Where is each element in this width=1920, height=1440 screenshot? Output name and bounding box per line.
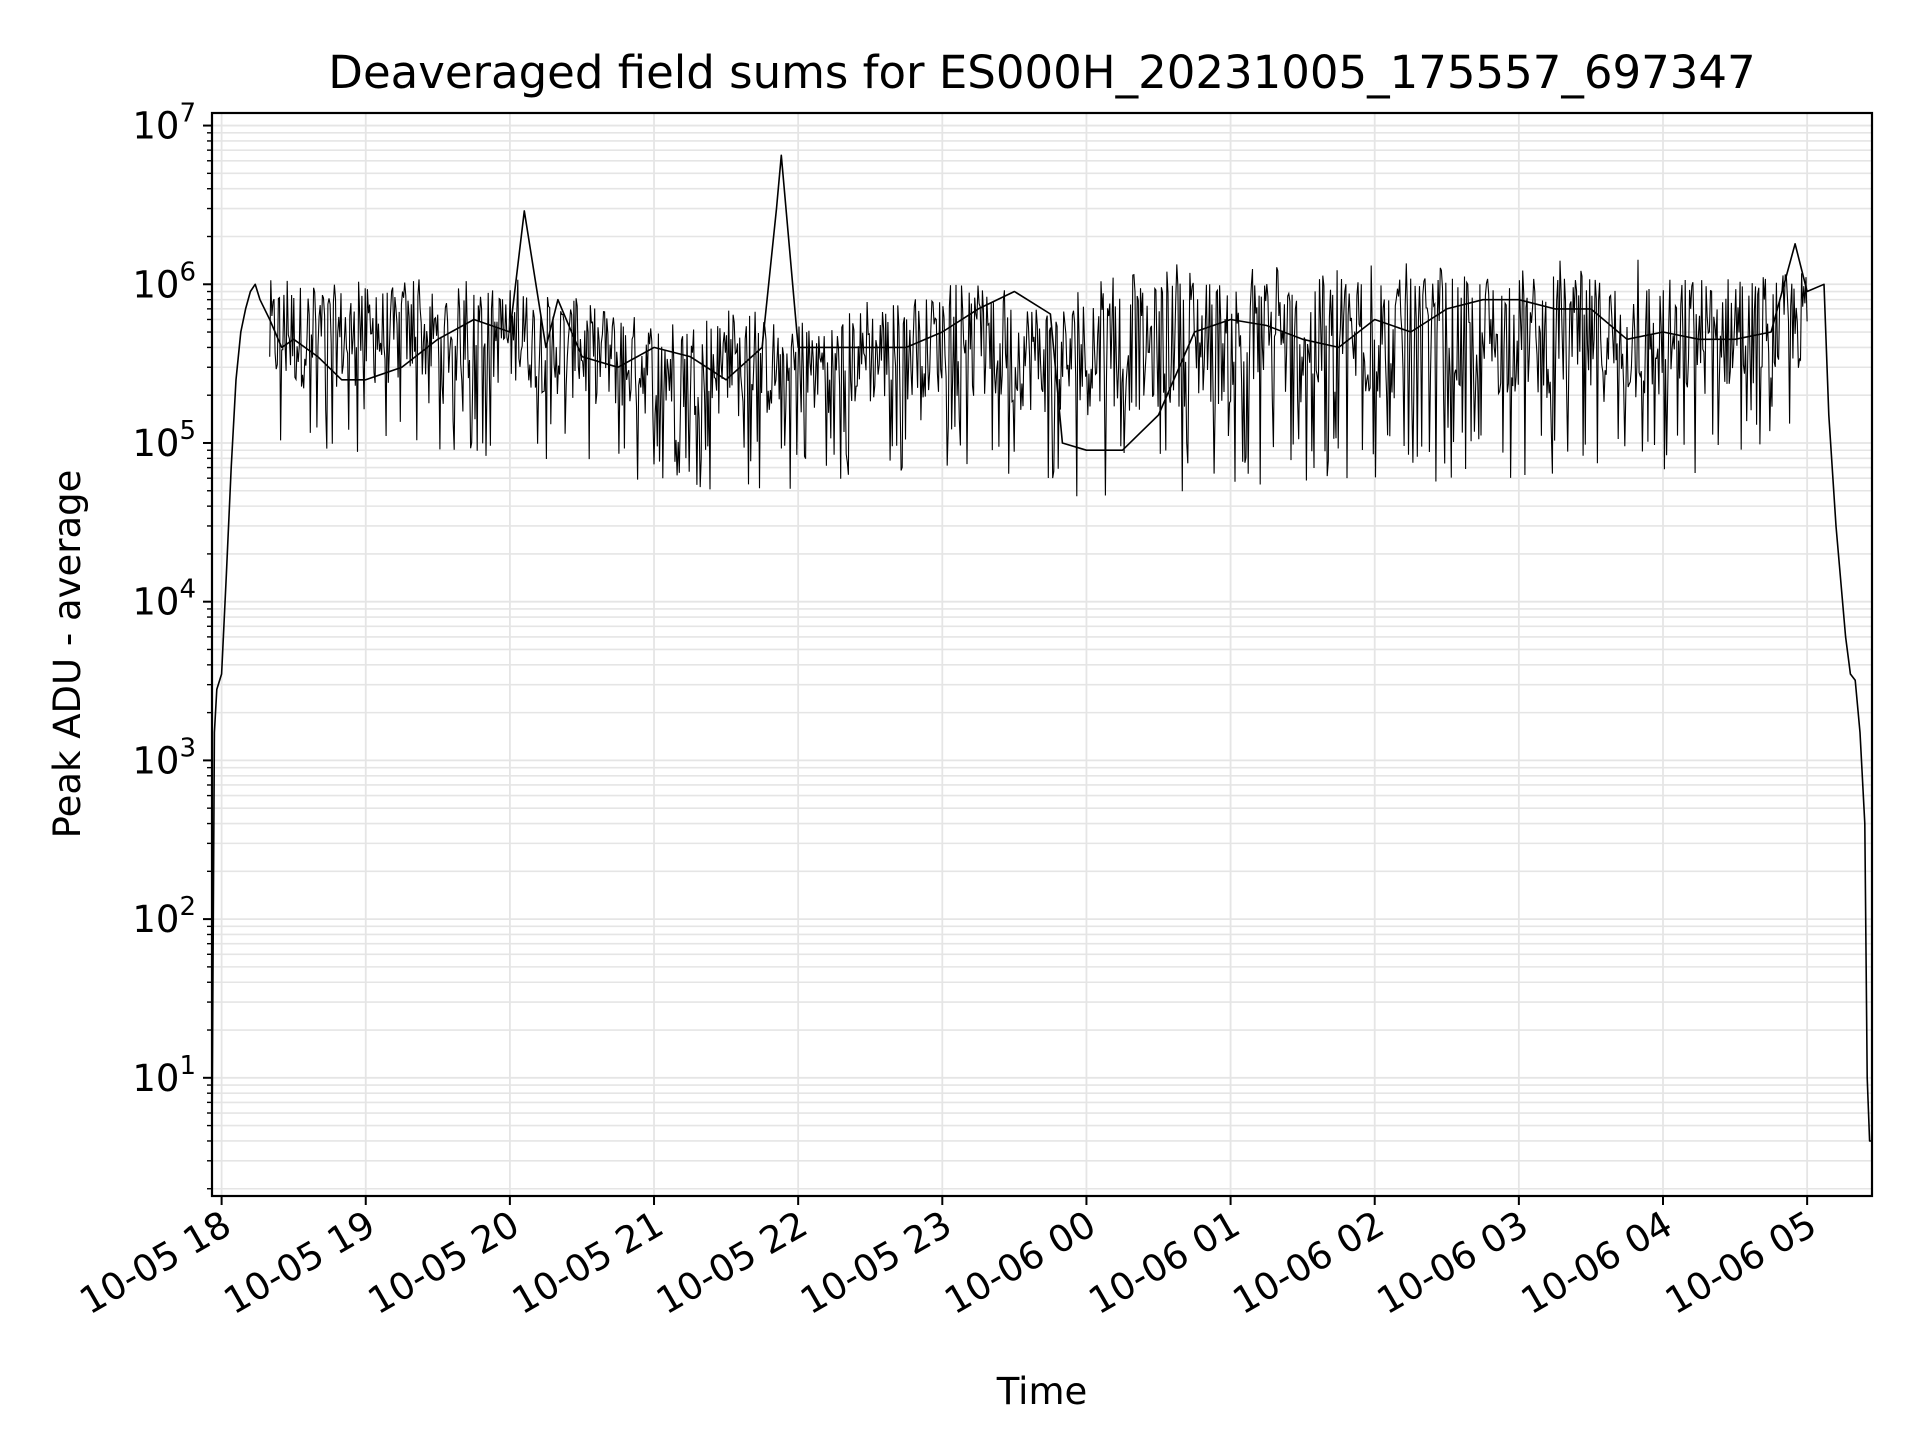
minor-gridlines [212, 132, 1872, 1190]
y-tick-label: 107 [132, 99, 196, 148]
plot-frame [210, 111, 1874, 1198]
y-axis-label: Peak ADU - average [46, 470, 89, 839]
y-tick-label: 105 [132, 416, 196, 465]
y-tick-label: 101 [132, 1051, 196, 1100]
y-tick-label: 103 [132, 733, 196, 782]
series-line [211, 154, 1872, 1142]
y-tick-label: 104 [132, 575, 196, 624]
series-layer [211, 154, 1872, 1142]
chart-title: Deaveraged field sums for ES000H_2023100… [328, 46, 1755, 99]
series-noise-trace [269, 259, 1808, 497]
y-tick-label: 106 [132, 257, 196, 306]
y-tick-label: 102 [132, 892, 196, 941]
y-axis-ticks: 101 102 103 104 105 106 107 [132, 99, 212, 1190]
x-axis-label: Time [996, 1370, 1088, 1413]
